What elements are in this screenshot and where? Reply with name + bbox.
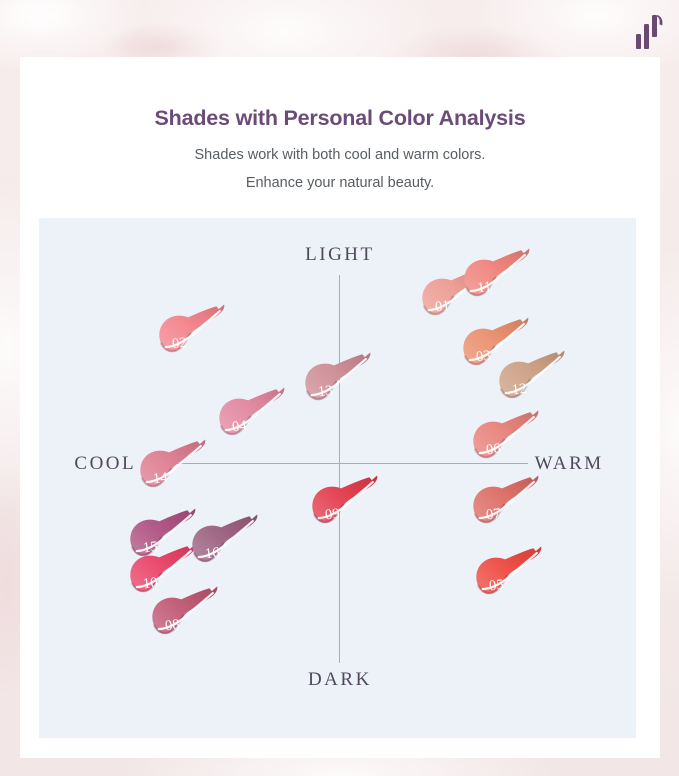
shade-points: 01 02 03 04 05 06 07 08 09 10 11 12 13 14 15 16 (39, 218, 636, 738)
shade-number-label: 14 (152, 470, 169, 488)
shade-number-label: 11 (477, 279, 493, 297)
lipstick-smear-icon: 13 (305, 352, 371, 401)
axis-label-cool: COOL (74, 453, 137, 475)
shade-swatch-05: 05 (472, 546, 546, 603)
subtitle-line-1: Shades work with both cool and warm colo… (194, 147, 486, 163)
shade-number-label: 05 (489, 577, 505, 595)
lipstick-smear-icon: 03 (463, 317, 529, 366)
lipstick-smear-icon: 05 (476, 546, 542, 595)
shade-swatch-07: 07 (469, 474, 543, 531)
shade-swatch-12: 12 (495, 350, 569, 407)
shade-swatch-02: 02 (155, 303, 229, 360)
shade-number-label: 13 (317, 383, 333, 401)
shade-swatch-15: 15 (126, 508, 200, 565)
shade-swatch-11: 11 (460, 248, 534, 305)
lipstick-smear-icon: 08 (152, 586, 218, 635)
shade-swatch-09: 09 (308, 474, 382, 531)
lipstick-smear-icon: 10 (129, 544, 195, 593)
shade-number-label: 08 (164, 617, 180, 635)
lipstick-smear-icon: 14 (140, 439, 206, 488)
lipstick-smear-icon: 12 (499, 350, 565, 399)
shade-swatch-14: 14 (136, 439, 210, 496)
shade-number-label: 10 (142, 575, 158, 593)
color-analysis-chart: LIGHT DARK COOL WARM 01 02 03 04 05 06 07 08 09 1… (39, 218, 636, 738)
shade-swatch-01: 01 (418, 266, 492, 323)
shade-swatch-04: 04 (215, 387, 289, 444)
shade-swatch-10: 10 (126, 544, 200, 601)
lipstick-smear-icon: 06 (473, 410, 539, 459)
lipstick-smear-icon: 16 (192, 514, 258, 563)
lipstick-smear-icon: 02 (159, 304, 225, 353)
lipstick-smear-icon: 15 (129, 508, 195, 557)
lipstick-smear-icon: 04 (218, 387, 284, 436)
shade-number-label: 02 (172, 335, 188, 353)
content-card: Shades with Personal Color Analysis Shad… (20, 57, 660, 758)
shade-swatch-03: 03 (459, 316, 533, 373)
shade-number-label: 09 (324, 506, 340, 524)
page-title: Shades with Personal Color Analysis (154, 106, 526, 130)
shade-swatch-13: 13 (301, 352, 375, 409)
shade-number-label: 06 (486, 441, 502, 459)
lipstick-smear-icon: 01 (421, 267, 487, 316)
lipstick-smear-icon: 09 (312, 475, 378, 524)
axis-horizontal-line (142, 462, 528, 464)
shade-swatch-06: 06 (469, 409, 543, 466)
shade-number-label: 15 (142, 539, 158, 557)
shade-number-label: 12 (511, 381, 527, 399)
axis-label-light: LIGHT (305, 243, 375, 265)
shade-number-label: 16 (204, 545, 220, 563)
page-subtitle: Shades work with both cool and warm colo… (20, 141, 660, 197)
subtitle-line-2: Enhance your natural beauty. (245, 175, 435, 191)
brand-logo-icon (636, 15, 663, 49)
axis-label-warm: WARM (534, 453, 604, 475)
lipstick-smear-icon: 11 (464, 248, 530, 297)
shade-swatch-08: 08 (148, 586, 222, 643)
shade-number-label: 03 (476, 348, 492, 366)
axis-vertical-line (339, 275, 341, 664)
shade-number-label: 07 (486, 506, 502, 524)
shade-number-label: 04 (231, 418, 248, 436)
shade-number-label: 01 (434, 298, 450, 316)
axis-label-dark: DARK (307, 668, 372, 690)
shade-swatch-16: 16 (188, 513, 262, 570)
lipstick-smear-icon: 07 (473, 475, 539, 524)
